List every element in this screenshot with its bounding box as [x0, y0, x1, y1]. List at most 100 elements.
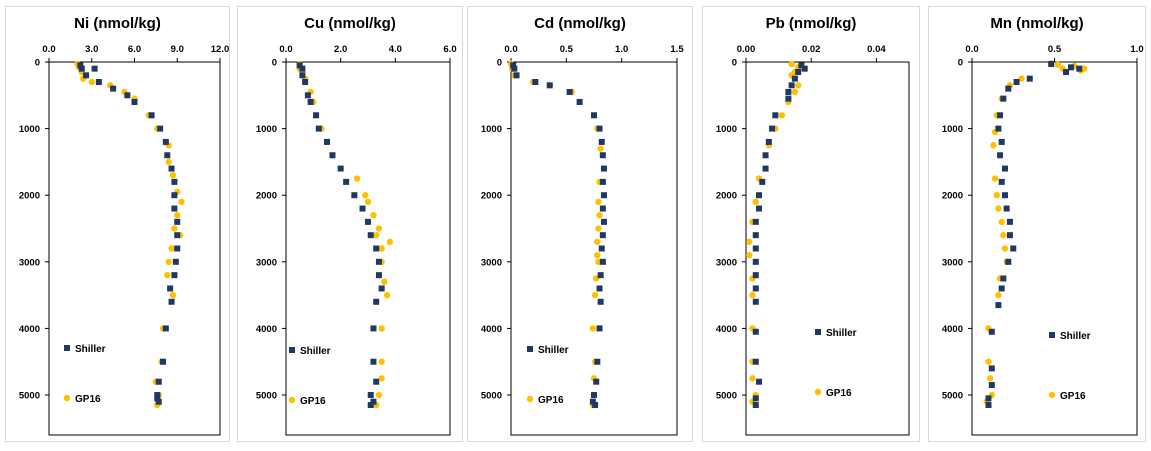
- chart-title: Cu (nmol/kg): [304, 15, 396, 32]
- gp16-data-point: [381, 278, 388, 286]
- gp16-data-point: [985, 358, 992, 365]
- shiller-data-point: [762, 152, 769, 159]
- shiller-data-point: [756, 378, 763, 385]
- shiller-data-point: [1002, 192, 1008, 199]
- shiller-data-point: [171, 178, 178, 185]
- shiller-data-point: [1013, 78, 1020, 85]
- gp16-data-point: [375, 391, 383, 399]
- shiller-data-point: [752, 328, 759, 335]
- shiller-data-point: [598, 245, 605, 252]
- gp16-data-point: [591, 291, 599, 299]
- shiller-data-point: [78, 65, 85, 72]
- shiller-data-point: [171, 192, 178, 199]
- y-tick-label: 1000: [19, 124, 40, 135]
- legend-gp16-label: GP16: [75, 394, 101, 405]
- x-tick-label: 6.0: [443, 44, 456, 55]
- shiller-data-point: [765, 138, 772, 145]
- shiller-data-point: [772, 112, 779, 119]
- gp16-data-point: [1000, 231, 1007, 239]
- shiller-data-point: [752, 358, 759, 365]
- gp16-data-point: [986, 375, 994, 382]
- shiller-data-point: [77, 62, 84, 69]
- y-tick-label: 2000: [716, 191, 737, 202]
- chart-ni: Ni (nmol/kg) 0.0 3.0 6.0 9.0 12.0 0 1000 2000 300…: [19, 15, 229, 436]
- gp16-data-point: [378, 375, 385, 382]
- chart-panel-ni: Ni (nmol/kg) 0.0 3.0 6.0 9.0 12.0 0 1000 2000 300…: [5, 6, 230, 442]
- gp16-data-point: [794, 82, 802, 89]
- y-tick-label: 5000: [19, 391, 40, 402]
- shiller-data-point: [985, 395, 992, 402]
- y-tick-label: 4000: [481, 324, 502, 335]
- y-tick-label: 1000: [716, 124, 737, 135]
- shiller-data-point: [995, 302, 1002, 309]
- gp16-data-point: [1001, 245, 1009, 252]
- shiller-data-point: [600, 165, 607, 172]
- shiller-data-point: [365, 218, 371, 225]
- legend-shiller-marker: [289, 347, 295, 353]
- shiller-data-point: [171, 272, 178, 279]
- shiller-data-point: [752, 258, 759, 265]
- shiller-data-point: [373, 378, 380, 385]
- shiller-data-point: [1002, 165, 1008, 172]
- shiller-data-point: [83, 72, 90, 79]
- shiller-data-point: [752, 298, 759, 305]
- shiller-data-point: [373, 298, 380, 305]
- chart-panel-cu: Cu (nmol/kg) 0.0 2.0 4.0 6.0 0 1000 2000 3000 400…: [237, 6, 463, 442]
- x-tick-label: 0.0: [42, 44, 55, 55]
- shiller-data-point: [167, 285, 174, 292]
- shiller-data-point: [599, 178, 606, 185]
- shiller-data-point: [1000, 275, 1007, 282]
- shiller-data-point: [546, 82, 553, 89]
- shiller-data-point: [91, 65, 98, 72]
- legend-gp16-marker: [288, 396, 296, 404]
- shiller-data-point: [373, 245, 380, 252]
- shiller-data-point: [788, 82, 795, 89]
- shiller-data-point: [359, 205, 366, 212]
- shiller-data-point: [752, 218, 759, 225]
- x-tick-label: 0.02: [802, 44, 821, 55]
- x-tick-label: 1.0: [615, 44, 628, 55]
- shiller-data-point: [985, 402, 992, 409]
- x-tick-label: 3.0: [85, 44, 98, 55]
- x-tick-label: 6.0: [128, 44, 141, 55]
- shiller-data-point: [378, 285, 385, 292]
- x-tick-label: 0.5: [1048, 44, 1062, 55]
- shiller-data-point: [511, 65, 518, 72]
- x-tick-label: 12.0: [211, 44, 229, 55]
- legend-shiller-label: Shiller: [75, 344, 106, 355]
- shiller-data-point: [769, 125, 776, 132]
- shiller-data-point: [370, 398, 377, 405]
- gp16-data-point: [791, 88, 799, 96]
- shiller-data-point: [375, 272, 382, 279]
- shiller-data-point: [752, 402, 759, 409]
- legend-shiller-label: Shiller: [538, 345, 569, 356]
- gp16-data-point: [168, 245, 175, 252]
- legend-shiller-label: Shiller: [300, 346, 331, 357]
- y-tick-label: 3000: [481, 257, 502, 268]
- gp16-data-point: [594, 238, 601, 246]
- shiller-data-point: [162, 138, 169, 145]
- y-tick-label: 1000: [256, 124, 277, 135]
- shiller-data-point: [124, 92, 131, 99]
- shiller-data-point: [1048, 60, 1055, 67]
- x-tick-label: 0.0: [965, 44, 978, 55]
- chart-panel-cd: Cd (nmol/kg) 0.0 0.5 1.0 1.5 0 1000 2000 3000 400…: [467, 6, 693, 442]
- shiller-data-point: [95, 78, 102, 85]
- chart-title: Cd (nmol/kg): [534, 15, 626, 32]
- shiller-data-point: [510, 62, 517, 69]
- plot-area-frame: [285, 61, 451, 436]
- chart-cd: Cd (nmol/kg) 0.0 0.5 1.0 1.5 0 1000 2000 3000 400…: [481, 15, 684, 436]
- y-tick-label: 4000: [256, 324, 277, 335]
- gp16-data-point: [165, 258, 172, 266]
- legend-gp16-marker: [1048, 391, 1056, 399]
- gp16-data-point: [165, 158, 172, 166]
- shiller-data-point: [155, 378, 162, 385]
- x-tick-label: 0.5: [560, 44, 574, 55]
- y-tick-label: 0: [732, 58, 737, 69]
- shiller-data-point: [313, 112, 320, 119]
- shiller-data-point: [1005, 85, 1012, 92]
- y-tick-label: 3000: [256, 257, 277, 268]
- legend-gp16-label: GP16: [300, 396, 326, 407]
- shiller-data-point: [597, 298, 604, 305]
- shiller-data-point: [299, 72, 306, 79]
